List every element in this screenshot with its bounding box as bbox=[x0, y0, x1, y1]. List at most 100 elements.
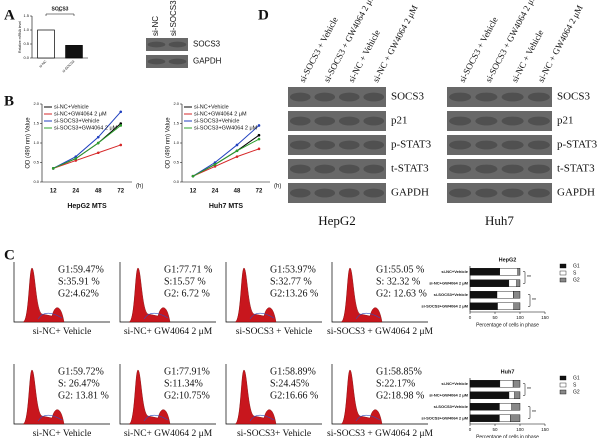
legend-label: si-NC+GW4064 2 μM bbox=[194, 111, 247, 117]
band bbox=[475, 92, 498, 102]
band bbox=[501, 188, 524, 198]
x-tick-label: si-NC bbox=[38, 59, 47, 68]
g1-peak bbox=[234, 267, 277, 323]
s-curve bbox=[355, 414, 381, 422]
x-tick-label: 24 bbox=[72, 189, 79, 195]
legend-swatch bbox=[559, 382, 567, 388]
hist-axis bbox=[225, 262, 322, 323]
band bbox=[501, 164, 524, 174]
row-label: p-STAT3 bbox=[557, 139, 598, 151]
legend-label: G2 bbox=[573, 277, 580, 283]
marker bbox=[257, 124, 261, 127]
y-tick-label: 1.5 bbox=[173, 121, 179, 126]
band bbox=[338, 188, 360, 198]
phase-stat: G2:10.75% bbox=[164, 390, 210, 401]
legend-swatch bbox=[559, 375, 567, 381]
marker bbox=[257, 147, 261, 151]
cell-line-label: HepG2 bbox=[318, 213, 356, 228]
marker bbox=[213, 161, 217, 164]
chart-title: Huh7 MTS bbox=[209, 203, 244, 210]
marker bbox=[119, 110, 123, 114]
cell-line-label: Huh7 bbox=[485, 213, 514, 228]
marker bbox=[235, 149, 239, 153]
lane-label: si-NC bbox=[151, 16, 160, 36]
hist-axis bbox=[119, 364, 216, 425]
bar-segment bbox=[469, 391, 510, 399]
blot-bg bbox=[447, 111, 552, 131]
marker bbox=[74, 155, 78, 158]
band bbox=[449, 140, 472, 150]
x-axis-label: Percentage of cells in phase bbox=[476, 434, 539, 438]
row-label: t-STAT3 bbox=[557, 163, 595, 175]
x-tick-label: 72 bbox=[117, 189, 124, 195]
sample-label: si-SOCS3 + GW4064 2 μM bbox=[327, 327, 434, 337]
hist-axis bbox=[13, 262, 110, 323]
s-curve bbox=[249, 312, 275, 320]
marker bbox=[119, 143, 123, 147]
bar-segment bbox=[514, 391, 521, 399]
band bbox=[289, 164, 311, 174]
band bbox=[289, 116, 311, 126]
legend-swatch bbox=[559, 389, 567, 395]
marker bbox=[213, 165, 217, 168]
x-tick-label: 24 bbox=[212, 189, 219, 195]
g1-peak bbox=[340, 267, 383, 323]
bar-segment bbox=[469, 291, 498, 299]
panel-label: B bbox=[4, 93, 14, 109]
bar-segment bbox=[499, 268, 518, 276]
x-tick-label: 48 bbox=[234, 189, 241, 195]
bar-segment bbox=[508, 391, 515, 399]
band bbox=[314, 140, 336, 150]
y-tick-label: si-NC+Vehicle bbox=[441, 381, 468, 386]
phase-stat: S: 26.47% bbox=[58, 378, 100, 389]
sample-label: si-NC+ Vehicle bbox=[33, 429, 92, 438]
marker bbox=[235, 155, 239, 158]
series-line bbox=[53, 125, 122, 169]
row-label: p-STAT3 bbox=[391, 139, 432, 151]
phase-stat: G1:53.97% bbox=[270, 264, 316, 275]
hist-axis bbox=[331, 262, 428, 323]
row-label: GAPDH bbox=[391, 187, 429, 199]
x-tick-label: 150 bbox=[541, 315, 549, 320]
phase-stat: G2:16.66 % bbox=[270, 390, 318, 401]
band bbox=[527, 140, 550, 150]
band bbox=[314, 116, 336, 126]
row-label: SOCS3 bbox=[557, 91, 591, 103]
band bbox=[289, 140, 311, 150]
panel-label: A bbox=[4, 7, 15, 23]
g1-peak bbox=[234, 369, 277, 425]
legend-label: si-SOCS3+GW4064 2 μM bbox=[194, 125, 258, 131]
y-tick-label: si-SOCS3+Vehicle bbox=[434, 292, 469, 297]
s-curve bbox=[37, 312, 63, 320]
y-tick-label: si-NC+Vehicle bbox=[441, 269, 468, 274]
bar-segment bbox=[499, 380, 514, 388]
blot bbox=[146, 55, 188, 68]
row-label: SOCS3 bbox=[391, 91, 425, 103]
band bbox=[449, 188, 472, 198]
x-unit: (h) bbox=[274, 184, 281, 190]
phase-stat: G2: 12.63 % bbox=[376, 288, 427, 299]
y-tick-label: 0.5 bbox=[33, 160, 39, 165]
band bbox=[363, 188, 385, 198]
blot-bg bbox=[447, 135, 552, 155]
x-tick-label: 48 bbox=[95, 189, 102, 195]
x-axis-label: Percentage of cells in phase bbox=[476, 322, 539, 328]
phase-stat: G1:55.05 % bbox=[376, 264, 424, 275]
series-line bbox=[192, 125, 260, 177]
series-line bbox=[192, 138, 260, 177]
significance-bracket bbox=[523, 271, 526, 284]
bar-segment bbox=[513, 302, 521, 310]
y-tick-label: 1.5 bbox=[23, 13, 29, 18]
bar-segment bbox=[513, 291, 521, 299]
band bbox=[338, 140, 360, 150]
band bbox=[501, 140, 524, 150]
s-curve bbox=[37, 414, 63, 422]
panel-label: D bbox=[258, 7, 269, 23]
chart-title: SOCS3 bbox=[52, 6, 69, 12]
marker bbox=[51, 167, 55, 170]
marker bbox=[96, 141, 100, 145]
row-label: GAPDH bbox=[193, 57, 222, 66]
blot bbox=[447, 111, 552, 131]
band bbox=[363, 116, 385, 126]
